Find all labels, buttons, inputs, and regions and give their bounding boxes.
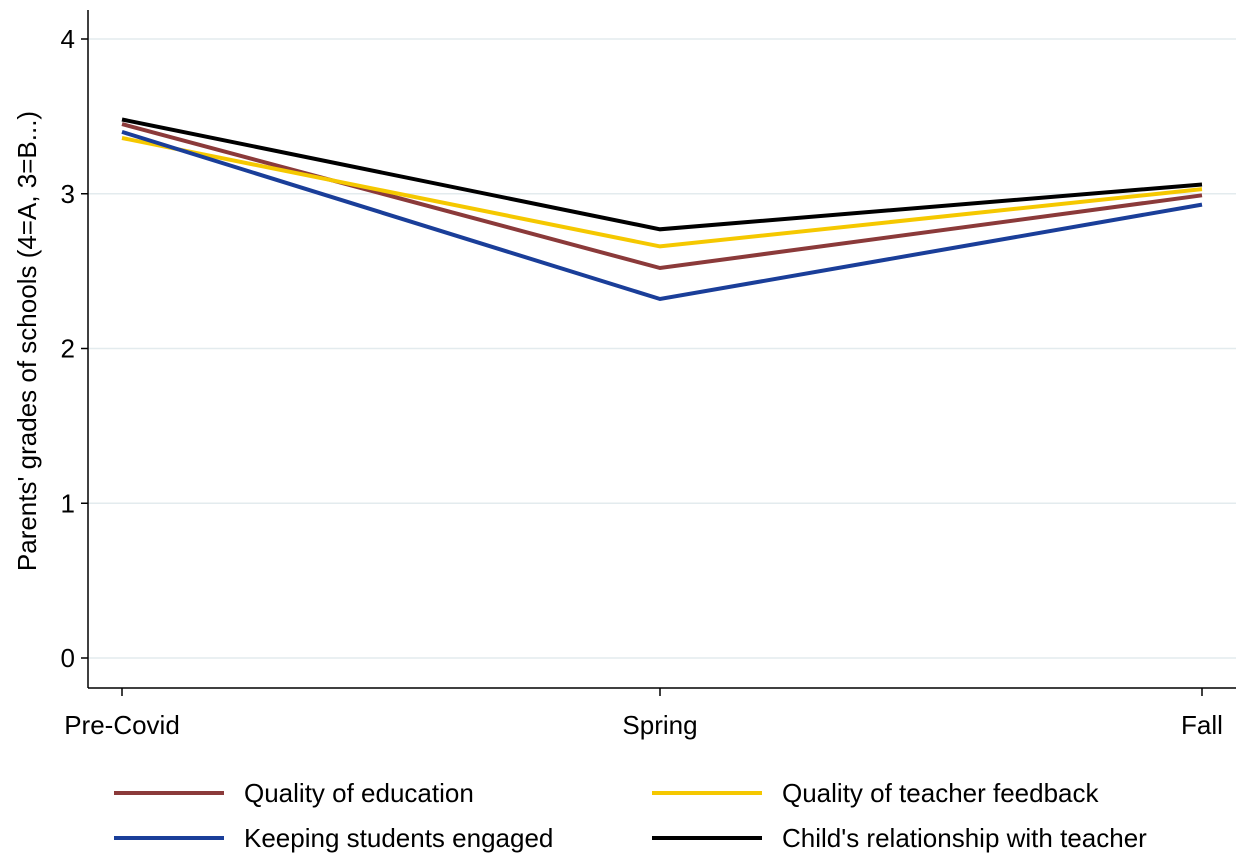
gridlines xyxy=(88,38,1236,659)
y-tick-label: 0 xyxy=(61,643,75,673)
legend-label: Child's relationship with teacher xyxy=(782,823,1147,853)
y-tick-label: 3 xyxy=(61,179,75,209)
y-axis-title: Parents' grades of schools (4=A, 3=B...) xyxy=(12,111,42,571)
legend-label: Quality of teacher feedback xyxy=(782,778,1100,808)
y-tick-label: 4 xyxy=(61,24,75,54)
x-tick-label: Spring xyxy=(622,710,697,740)
y-tick-label: 1 xyxy=(61,488,75,518)
series-line-3 xyxy=(121,117,1203,232)
x-tick-label: Fall xyxy=(1181,710,1223,740)
series-line-0 xyxy=(121,122,1203,271)
legend-label: Quality of education xyxy=(244,778,474,808)
legend: Quality of education Quality of teacher f… xyxy=(114,778,1147,853)
axes: 0 1 2 3 4 Pre-Covid Spring Fall Parents' grades … xyxy=(12,10,1236,740)
series-lines xyxy=(121,117,1203,302)
legend-label: Keeping students engaged xyxy=(244,823,553,853)
series-line-2 xyxy=(121,129,1203,302)
x-tick-label: Pre-Covid xyxy=(64,710,180,740)
series-line-1 xyxy=(121,136,1203,249)
y-tick-label: 2 xyxy=(61,334,75,364)
